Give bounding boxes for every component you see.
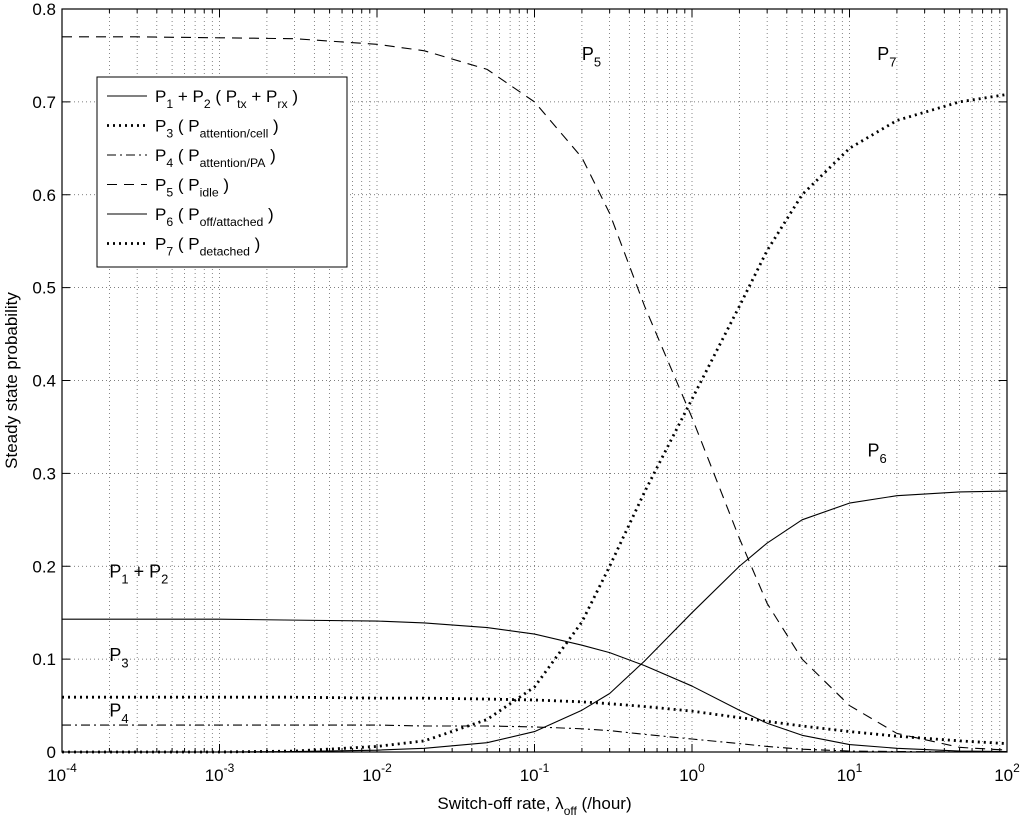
y-tick-label: 0.8 <box>32 0 56 19</box>
curve-label-p5: P5 <box>582 44 601 69</box>
y-tick-label: 0 <box>47 743 56 762</box>
series-line-p4 <box>62 724 1008 753</box>
y-tick-label: 0.1 <box>32 650 56 669</box>
x-axis-label: Switch-off rate, λoff (/hour) <box>437 794 631 818</box>
x-tick-label: 10-3 <box>205 761 235 785</box>
y-tick-label: 0.4 <box>32 372 56 391</box>
legend-entry: P6 ( Poff/attached ) <box>155 205 274 229</box>
legend-entry: P1 + P2 ( Ptx + Prx ) <box>155 87 298 111</box>
legend-entry: P7 ( Pdetached ) <box>155 235 260 259</box>
legend-entry: P4 ( Pattention/PA ) <box>155 146 276 170</box>
curve-label-p12: P1 + P2 <box>109 561 168 586</box>
x-tick-label: 10-2 <box>362 761 392 785</box>
curve-label-p7: P7 <box>877 44 896 69</box>
x-tick-label: 10-1 <box>520 761 550 785</box>
x-tick-label: 101 <box>837 761 863 785</box>
legend-entry: P5 ( Pidle ) <box>155 176 229 200</box>
curve-label-p3: P3 <box>109 645 128 670</box>
series-line-p3 <box>62 695 1008 746</box>
curve-label-p6: P6 <box>867 441 886 466</box>
y-tick-label: 0.7 <box>32 93 56 112</box>
y-tick-label: 0.3 <box>32 464 56 483</box>
annotations: P5 P7 P6 P1 + P2 P3 P4 <box>109 44 896 726</box>
y-tick-label: 0.6 <box>32 186 56 205</box>
curve-label-p4: P4 <box>109 701 128 726</box>
y-axis-label: Steady state probability <box>2 292 21 469</box>
y-tick-label: 0.2 <box>32 557 56 576</box>
legend-entry: P3 ( Pattention/cell ) <box>155 117 279 141</box>
x-tick-label: 10-4 <box>47 761 77 785</box>
legend: P1 + P2 ( Ptx + Prx ) P3 ( Pattention/cel… <box>96 76 348 268</box>
legend-box <box>96 76 348 268</box>
x-tick-label: 102 <box>994 761 1020 785</box>
y-tick-label: 0.5 <box>32 279 56 298</box>
series-line-p5 <box>62 36 1008 751</box>
x-tick-label: 100 <box>679 761 705 785</box>
